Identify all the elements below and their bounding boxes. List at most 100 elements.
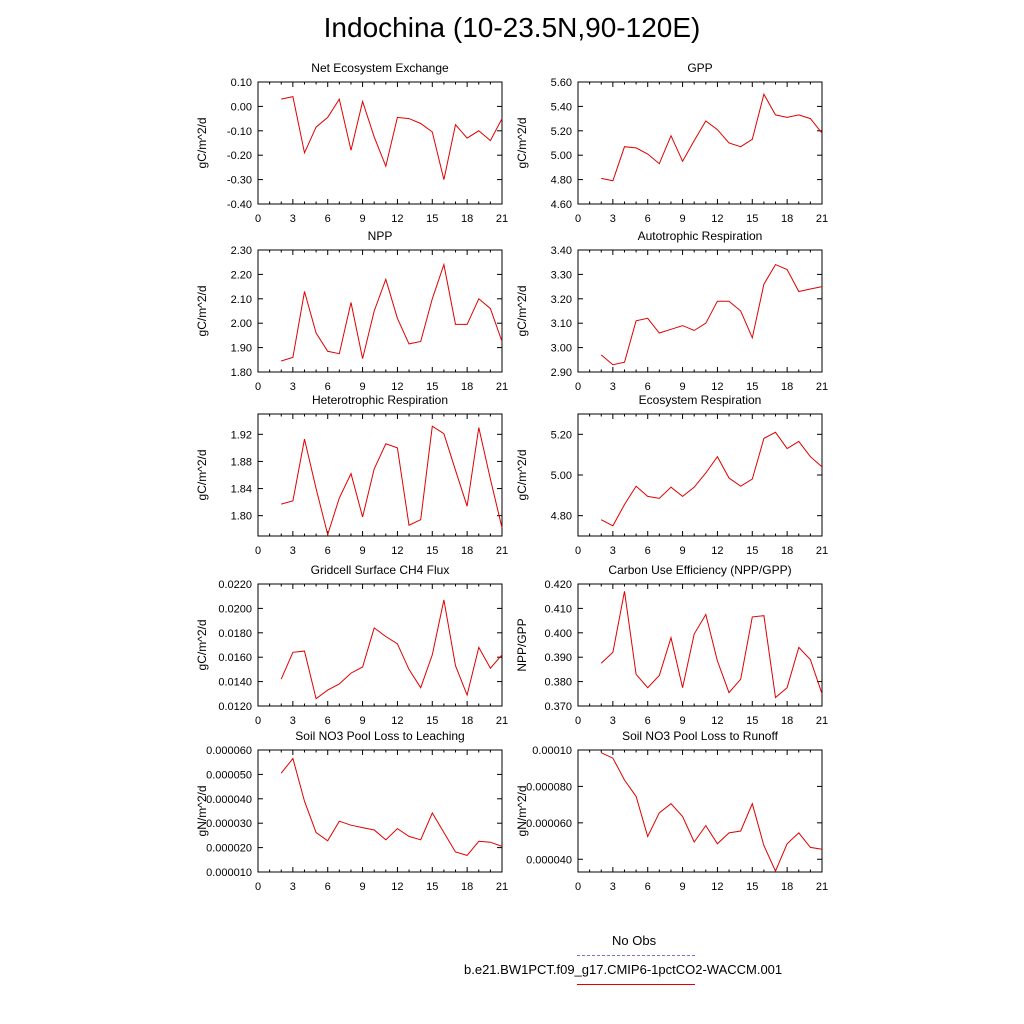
- panel-carbon-use-efficiency-npp-gpp-ytick-label: 0.390: [544, 652, 572, 664]
- panel-autotrophic-respiration-ytick-label: 3.40: [551, 245, 572, 257]
- panel-heterotrophic-respiration: Heterotrophic Respiration 0 3 6 9 12 15 18 21 1.9…: [195, 393, 508, 557]
- panel-ecosystem-respiration-ytick-label: 4.80: [551, 511, 572, 523]
- panel-ecosystem-respiration-title: Ecosystem Respiration: [639, 393, 762, 407]
- panel-net-ecosystem-exchange-ytick-label: -0.10: [227, 126, 252, 138]
- panel-soil-no3-pool-loss-to-runoff-ytick-label: 0.000040: [526, 854, 572, 866]
- panel-carbon-use-efficiency-npp-gpp-ytick-label: 0.420: [544, 579, 572, 591]
- panel-heterotrophic-respiration-xtick-label: 6: [325, 545, 331, 557]
- panel-gpp-xtick-label: 6: [645, 213, 651, 225]
- panel-carbon-use-efficiency-npp-gpp-xtick-label: 9: [680, 715, 686, 727]
- panel-soil-no3-pool-loss-to-runoff-ytick-label: 0.000060: [526, 818, 572, 830]
- panel-autotrophic-respiration-title: Autotrophic Respiration: [638, 229, 763, 243]
- panel-net-ecosystem-exchange-ytick-label: -0.20: [227, 150, 252, 162]
- panel-autotrophic-respiration-xtick-label: 15: [746, 381, 758, 393]
- panel-gpp-ytick-label: 4.80: [551, 175, 572, 187]
- panel-net-ecosystem-exchange-xtick-label: 18: [461, 213, 473, 225]
- panel-ecosystem-respiration-frame: [577, 413, 823, 537]
- panel-net-ecosystem-exchange-xtick-label: 9: [360, 213, 366, 225]
- panel-soil-no3-pool-loss-to-runoff: Soil NO3 Pool Loss to Runoff 0 3 6 9 12 15 18 21…: [515, 729, 828, 893]
- panel-gpp-xtick-label: 3: [610, 213, 616, 225]
- panel-gridcell-surface-ch4-flux-ylabel: gC/m^2/d: [195, 620, 209, 671]
- panel-carbon-use-efficiency-npp-gpp-xtick-label: 0: [575, 715, 581, 727]
- panel-npp-title: NPP: [368, 229, 393, 243]
- panel-gridcell-surface-ch4-flux-frame: [257, 583, 503, 707]
- panel-soil-no3-pool-loss-to-leaching-ytick-label: 0.000030: [206, 818, 252, 830]
- panel-npp-ytick-label: 2.20: [231, 269, 252, 281]
- panel-carbon-use-efficiency-npp-gpp-xtick-label: 3: [610, 715, 616, 727]
- panel-soil-no3-pool-loss-to-runoff-xtick-label: 18: [781, 881, 793, 893]
- panel-heterotrophic-respiration-ylabel: gC/m^2/d: [195, 450, 209, 501]
- panel-gridcell-surface-ch4-flux-ytick-label: 0.0140: [218, 677, 252, 689]
- panel-soil-no3-pool-loss-to-runoff-xtick-label: 9: [680, 881, 686, 893]
- panel-net-ecosystem-exchange-series-line: [281, 96, 503, 180]
- panel-soil-no3-pool-loss-to-runoff-xtick-label: 15: [746, 881, 758, 893]
- panel-gpp-xtick-label: 21: [816, 213, 828, 225]
- panel-gpp-xtick-label: 9: [680, 213, 686, 225]
- panel-soil-no3-pool-loss-to-leaching-frame: [257, 749, 503, 873]
- panel-gpp-ylabel: gC/m^2/d: [515, 118, 529, 169]
- panel-carbon-use-efficiency-npp-gpp-frame: [577, 583, 823, 707]
- panel-autotrophic-respiration-ylabel: gC/m^2/d: [515, 286, 529, 337]
- panel-net-ecosystem-exchange-xtick-label: 21: [496, 213, 508, 225]
- panel-autotrophic-respiration-xtick-label: 6: [645, 381, 651, 393]
- panel-npp-xtick-label: 6: [325, 381, 331, 393]
- panel-carbon-use-efficiency-npp-gpp-xtick-label: 12: [711, 715, 723, 727]
- panel-ecosystem-respiration-ytick-label: 5.00: [551, 470, 572, 482]
- panel-soil-no3-pool-loss-to-runoff-ylabel: gN/m^2/d: [515, 786, 529, 837]
- panel-net-ecosystem-exchange-frame: [257, 81, 503, 205]
- panel-ecosystem-respiration-ylabel: gC/m^2/d: [515, 450, 529, 501]
- panel-carbon-use-efficiency-npp-gpp-xtick-label: 21: [816, 715, 828, 727]
- panel-net-ecosystem-exchange-ylabel: gC/m^2/d: [195, 118, 209, 169]
- panel-npp-ytick-label: 2.30: [231, 245, 252, 257]
- panel-ecosystem-respiration-series-line: [600, 431, 823, 527]
- panel-ecosystem-respiration-ytick-label: 5.20: [551, 429, 572, 441]
- panel-heterotrophic-respiration-series-line: [281, 425, 503, 537]
- panel-gridcell-surface-ch4-flux-xtick-label: 18: [461, 715, 473, 727]
- panel-gridcell-surface-ch4-flux-xtick-label: 12: [391, 715, 403, 727]
- panel-autotrophic-respiration-xtick-label: 3: [610, 381, 616, 393]
- legend-line-model-run: [577, 984, 695, 985]
- panel-soil-no3-pool-loss-to-leaching-ytick-label: 0.000010: [206, 867, 252, 879]
- panel-ecosystem-respiration-xtick-label: 15: [746, 545, 758, 557]
- panel-npp-series-line: [281, 262, 503, 362]
- panel-carbon-use-efficiency-npp-gpp-ytick-label: 0.400: [544, 628, 572, 640]
- panel-soil-no3-pool-loss-to-leaching-xtick-label: 21: [496, 881, 508, 893]
- panel-autotrophic-respiration-xtick-label: 18: [781, 381, 793, 393]
- panel-gpp: GPP 0 3 6 9 12 15 18 21 5.60 5.40 5.20 5.00 4.80 4.60 g…: [515, 61, 828, 225]
- panel-autotrophic-respiration-frame: [577, 249, 823, 373]
- panel-soil-no3-pool-loss-to-leaching-xtick-label: 18: [461, 881, 473, 893]
- panel-gridcell-surface-ch4-flux-xtick-label: 15: [426, 715, 438, 727]
- panel-gridcell-surface-ch4-flux-ytick-label: 0.0200: [218, 603, 252, 615]
- panel-net-ecosystem-exchange-ytick-label: 0.00: [231, 101, 252, 113]
- panel-soil-no3-pool-loss-to-leaching: Soil NO3 Pool Loss to Leaching 0 3 6 9 12 15 18…: [195, 729, 508, 893]
- panel-ecosystem-respiration-xtick-label: 6: [645, 545, 651, 557]
- panel-heterotrophic-respiration-frame: [257, 413, 503, 537]
- legend-label-no-obs: No Obs: [612, 933, 657, 948]
- panel-carbon-use-efficiency-npp-gpp-title: Carbon Use Efficiency (NPP/GPP): [608, 563, 791, 577]
- panel-heterotrophic-respiration-xtick-label: 21: [496, 545, 508, 557]
- panel-gpp-xtick-label: 15: [746, 213, 758, 225]
- panel-net-ecosystem-exchange-xtick-label: 6: [325, 213, 331, 225]
- panel-soil-no3-pool-loss-to-runoff-title: Soil NO3 Pool Loss to Runoff: [622, 729, 779, 743]
- panel-net-ecosystem-exchange-ytick-label: 0.10: [231, 77, 252, 89]
- panel-autotrophic-respiration-xtick-label: 21: [816, 381, 828, 393]
- chart-title: Indochina (10-23.5N,90-120E): [323, 12, 701, 43]
- panel-npp-ytick-label: 1.80: [231, 367, 252, 379]
- panel-ecosystem-respiration: Ecosystem Respiration 0 3 6 9 12 15 18 21 5.20 5.0…: [515, 393, 828, 557]
- panel-gridcell-surface-ch4-flux-xtick-label: 6: [325, 715, 331, 727]
- panel-soil-no3-pool-loss-to-runoff-ytick-label: 0.000080: [526, 781, 572, 793]
- panel-soil-no3-pool-loss-to-leaching-ylabel: gN/m^2/d: [195, 786, 209, 837]
- panel-soil-no3-pool-loss-to-leaching-xtick-label: 15: [426, 881, 438, 893]
- panel-npp-xtick-label: 21: [496, 381, 508, 393]
- panel-soil-no3-pool-loss-to-runoff-frame: [577, 749, 823, 873]
- panel-npp-xtick-label: 12: [391, 381, 403, 393]
- panel-npp-ytick-label: 1.90: [231, 343, 252, 355]
- panel-soil-no3-pool-loss-to-runoff-xtick-label: 3: [610, 881, 616, 893]
- panel-gridcell-surface-ch4-flux-ytick-label: 0.0160: [218, 652, 252, 664]
- panel-gpp-ytick-label: 5.40: [551, 101, 572, 113]
- legend-line-no-obs: [577, 955, 695, 956]
- panel-npp-xtick-label: 3: [290, 381, 296, 393]
- panel-heterotrophic-respiration-xtick-label: 3: [290, 545, 296, 557]
- panel-gpp-title: GPP: [687, 61, 712, 75]
- panel-gpp-ytick-label: 5.20: [551, 126, 572, 138]
